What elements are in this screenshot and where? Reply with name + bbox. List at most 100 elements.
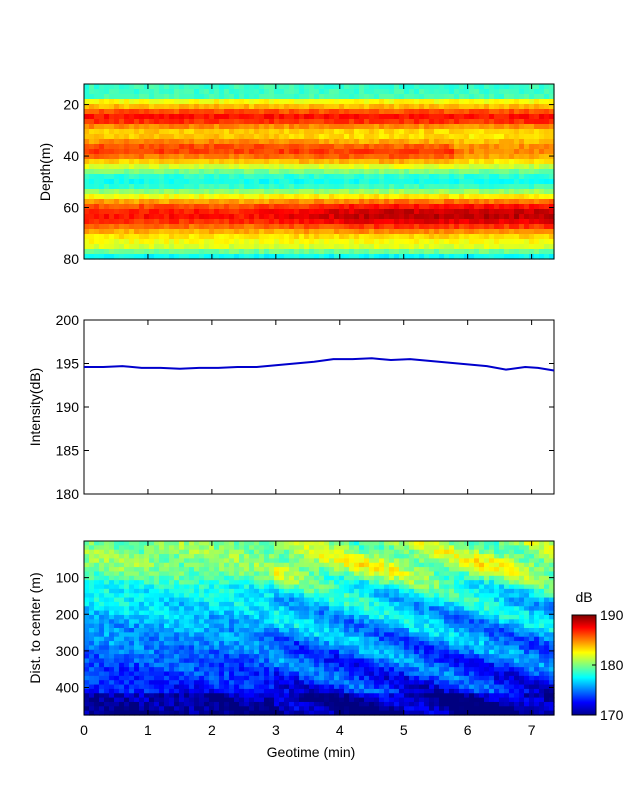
depth-heatmap-cell (469, 234, 475, 240)
distance-heatmap-cell (264, 558, 270, 564)
depth-heatmap-cell (134, 189, 140, 195)
distance-heatmap-cell (154, 558, 160, 564)
depth-heatmap-cell (369, 149, 375, 155)
depth-heatmap-cell (149, 89, 155, 95)
distance-heatmap-cell (199, 584, 205, 590)
depth-heatmap-cell (264, 189, 270, 195)
depth-heatmap-cell (309, 84, 315, 90)
depth-heatmap-cell (139, 154, 145, 160)
depth-heatmap-cell (149, 149, 155, 155)
depth-heatmap-cell (149, 224, 155, 230)
depth-heatmap-cell (109, 99, 115, 105)
depth-heatmap-cell (99, 219, 105, 225)
distance-heatmap-cell (89, 662, 95, 668)
depth-heatmap-cell (84, 219, 90, 225)
depth-heatmap-cell (534, 114, 540, 120)
depth-heatmap-cell (214, 194, 220, 200)
depth-heatmap-cell (509, 199, 515, 205)
depth-heatmap-cell (539, 204, 545, 210)
depth-heatmap-cell (424, 204, 430, 210)
depth-heatmap-cell (389, 84, 395, 90)
distance-heatmap-cell (144, 706, 150, 712)
distance-heatmap-cell (179, 649, 185, 655)
depth-heatmap-cell (424, 214, 430, 220)
depth-heatmap-cell (344, 119, 350, 125)
depth-heatmap-cell (379, 219, 385, 225)
distance-heatmap-cell (274, 662, 280, 668)
depth-heatmap-cell (204, 99, 210, 105)
depth-heatmap-cell (184, 189, 190, 195)
depth-heatmap-cell (324, 149, 330, 155)
depth-heatmap-cell (264, 144, 270, 150)
distance-heatmap-cell (224, 623, 230, 629)
distance-heatmap-cell (229, 606, 235, 612)
distance-heatmap-cell (114, 575, 120, 581)
depth-heatmap-cell (89, 104, 95, 110)
depth-heatmap-cell (524, 89, 530, 95)
depth-heatmap-cell (114, 104, 120, 110)
depth-heatmap-cell (259, 249, 265, 255)
depth-heatmap-cell (524, 94, 530, 100)
depth-heatmap-cell (144, 219, 150, 225)
depth-heatmap-cell (154, 239, 160, 245)
depth-heatmap-cell (364, 234, 370, 240)
depth-heatmap-cell (224, 94, 230, 100)
distance-heatmap-cell (274, 584, 280, 590)
distance-heatmap-cell (239, 558, 245, 564)
depth-heatmap-cell (249, 139, 255, 145)
distance-heatmap-cell (114, 567, 120, 573)
distance-heatmap-cell (134, 610, 140, 616)
distance-heatmap-cell (249, 593, 255, 599)
distance-heatmap-cell (244, 549, 250, 555)
distance-heatmap-cell (154, 575, 160, 581)
depth-heatmap-cell (429, 219, 435, 225)
depth-heatmap-cell (174, 119, 180, 125)
distance-heatmap-cell (99, 549, 105, 555)
depth-heatmap-cell (524, 149, 530, 155)
depth-heatmap-cell (404, 229, 410, 235)
depth-heatmap-cell (279, 179, 285, 185)
depth-heatmap-cell (369, 219, 375, 225)
distance-heatmap-cell (164, 541, 170, 546)
depth-heatmap-cell (544, 149, 550, 155)
depth-heatmap-cell (169, 174, 175, 180)
depth-heatmap-cell (394, 239, 400, 245)
depth-heatmap-cell (334, 199, 340, 205)
depth-heatmap-cell (544, 129, 550, 135)
depth-heatmap-cell (549, 239, 555, 245)
depth-heatmap-cell (344, 174, 350, 180)
depth-heatmap-cell (514, 144, 520, 150)
depth-heatmap-cell (164, 129, 170, 135)
depth-heatmap-cell (374, 254, 380, 260)
depth-heatmap-cell (269, 219, 275, 225)
depth-heatmap-cell (499, 174, 505, 180)
depth-heatmap-cell (394, 139, 400, 145)
depth-heatmap-cell (364, 154, 370, 160)
distance-heatmap-cell (144, 688, 150, 694)
distance-heatmap-cell (84, 701, 90, 707)
distance-heatmap-cell (224, 628, 230, 633)
depth-heatmap-cell (314, 119, 320, 125)
depth-heatmap-cell (289, 204, 295, 210)
depth-heatmap-cell (439, 219, 445, 225)
distance-heatmap-cell (149, 636, 155, 642)
depth-heatmap-cell (419, 189, 425, 195)
depth-heatmap-cell (479, 184, 485, 190)
depth-heatmap-cell (534, 144, 540, 150)
depth-heatmap-cell (379, 114, 385, 120)
distance-heatmap-cell (164, 641, 170, 646)
depth-heatmap-cell (379, 164, 385, 170)
depth-heatmap-cell (514, 139, 520, 145)
depth-heatmap-cell (454, 149, 460, 155)
depth-heatmap-cell (224, 139, 230, 145)
distance-heatmap-cell (89, 667, 95, 673)
depth-heatmap-cell (534, 249, 540, 255)
intensity-series-line (84, 357, 555, 372)
depth-heatmap-cell (484, 169, 490, 175)
depth-heatmap-cell (424, 174, 430, 180)
depth-heatmap-cell (504, 174, 510, 180)
depth-heatmap-cell (344, 204, 350, 210)
distance-heatmap-cell (239, 662, 245, 668)
distance-heatmap-cell (274, 571, 280, 577)
distance-heatmap-cell (264, 628, 270, 633)
